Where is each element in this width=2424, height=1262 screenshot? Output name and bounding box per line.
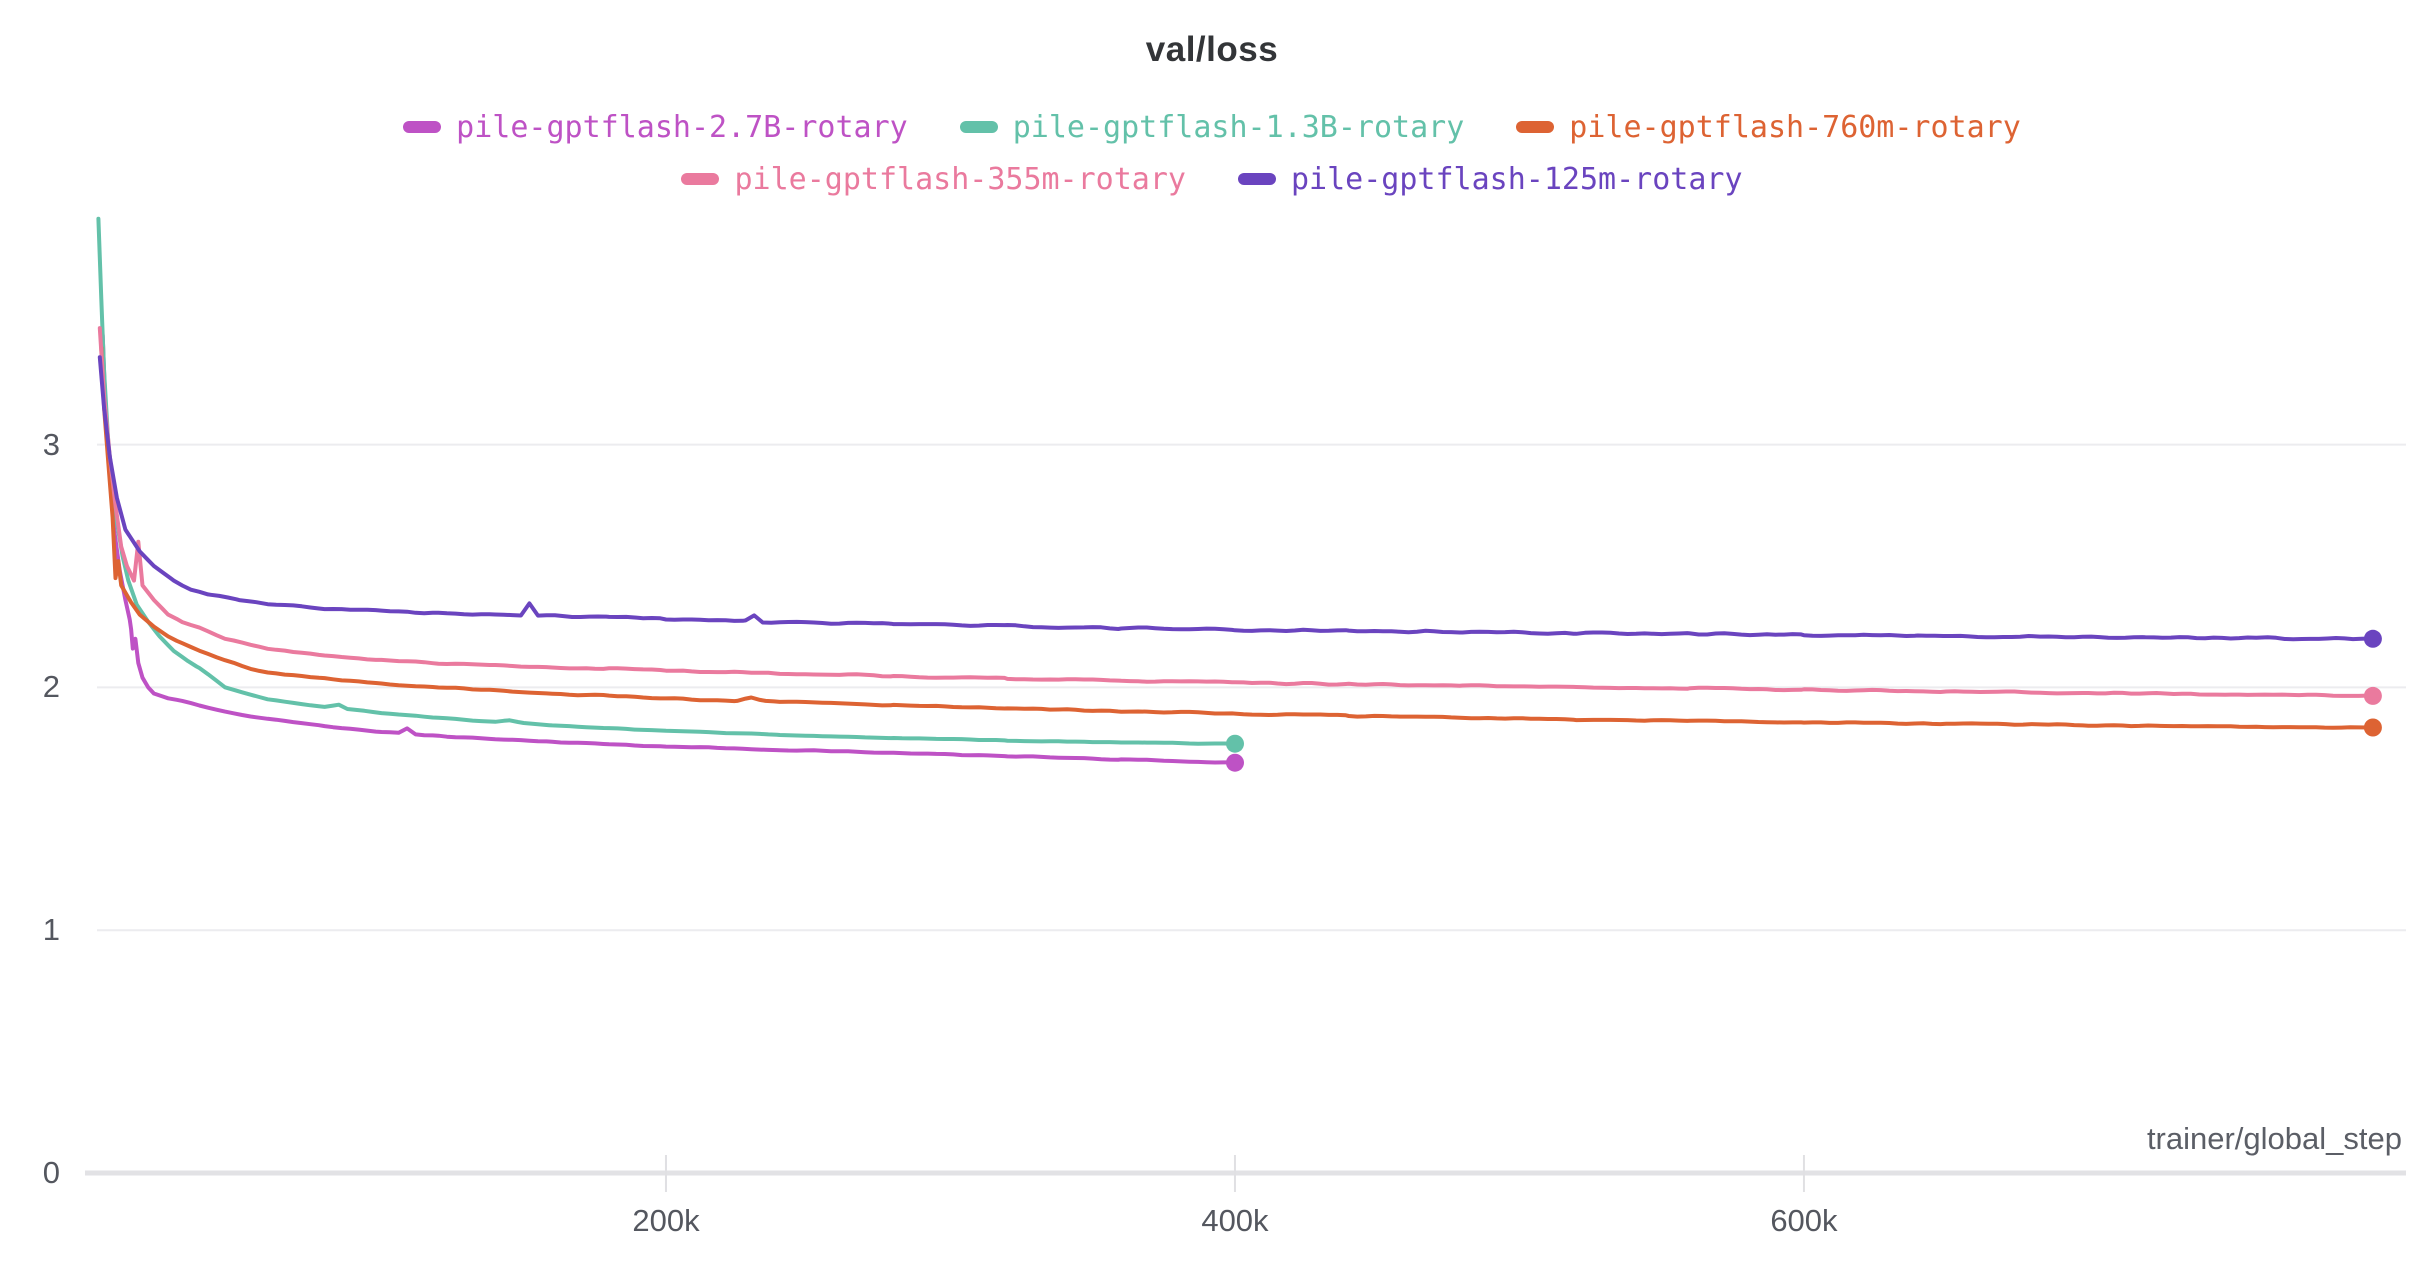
series-end-dot-pile-gptflash-1.3B-rotary [1226,734,1244,753]
legend-label: pile-gptflash-1.3B-rotary [1012,109,1465,145]
series-line-pile-gptflash-355m-rotary [97,326,2375,698]
legend-label: pile-gptflash-125m-rotary [1291,161,1743,197]
legend-item-pile-gptflash-125m-rotary[interactable]: pile-gptflash-125m-rotary [1238,160,1743,198]
legend-swatch-icon [1516,121,1555,133]
legend-item-pile-gptflash-760m-rotary[interactable]: pile-gptflash-760m-rotary [1516,108,2021,146]
legend-swatch-icon [1238,173,1276,185]
legend-item-pile-gptflash-1.3B-rotary[interactable]: pile-gptflash-1.3B-rotary [959,108,1465,146]
series-line-pile-gptflash-1.3B-rotary [96,216,1237,746]
series-end-dot-pile-gptflash-2.7B-rotary [1226,753,1244,772]
legend-label: pile-gptflash-2.7B-rotary [456,109,908,145]
legend-swatch-icon [403,121,442,133]
legend-item-pile-gptflash-2.7B-rotary[interactable]: pile-gptflash-2.7B-rotary [403,108,908,146]
series-line-pile-gptflash-760m-rotary [99,345,2375,730]
series-end-dot-pile-gptflash-760m-rotary [2363,718,2382,737]
legend-swatch-icon [959,121,998,133]
x-axis-label: trainer/global_step [2146,1121,2402,1156]
series-end-dot-pile-gptflash-125m-rotary [2363,629,2382,648]
chart-legend: pile-gptflash-2.7B-rotary pile-gptflash-1… [182,108,2242,198]
x-tick-label-400k: 400k [1201,1203,1269,1238]
x-tick-label-200k: 200k [632,1203,700,1238]
legend-item-pile-gptflash-355m-rotary[interactable]: pile-gptflash-355m-rotary [681,160,1186,198]
y-tick-label-3: 3 [42,426,60,462]
legend-swatch-icon [681,173,720,185]
y-tick-label-1: 1 [42,912,60,948]
series-line-pile-gptflash-125m-rotary [97,355,2375,642]
legend-label: pile-gptflash-355m-rotary [734,161,1186,197]
y-tick-label-2: 2 [42,669,60,705]
series-line-pile-gptflash-2.7B-rotary [100,333,1237,765]
x-tick-label-600k: 600k [1770,1203,1838,1238]
legend-label: pile-gptflash-760m-rotary [1569,109,2021,145]
y-tick-label-0: 0 [42,1155,60,1190]
series-end-dot-pile-gptflash-355m-rotary [2363,686,2382,705]
chart-title: val/loss [1145,30,1279,69]
